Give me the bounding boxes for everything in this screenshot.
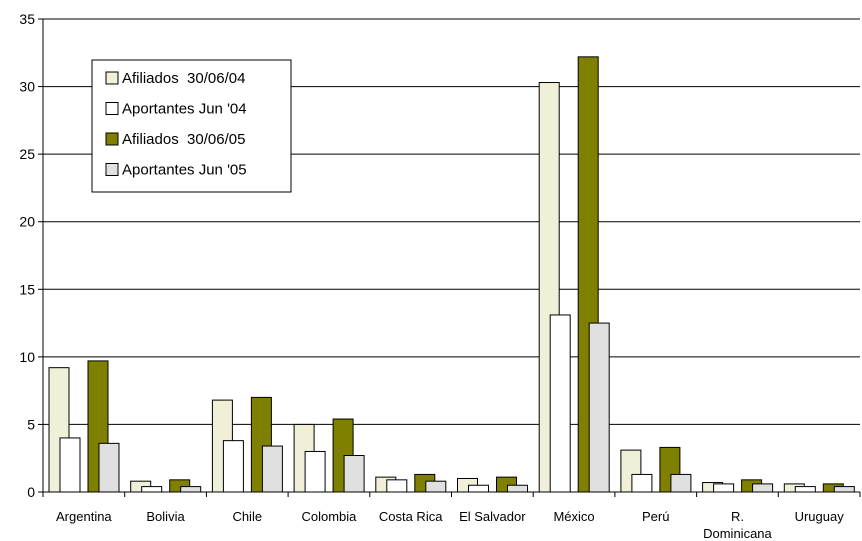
bar — [833, 486, 855, 493]
axes — [42, 19, 861, 497]
bar — [425, 480, 447, 493]
x-tick-label: Bolivia — [146, 509, 185, 524]
legend-swatch — [105, 71, 119, 85]
bar — [794, 486, 816, 493]
y-tick-label: 15 — [19, 281, 35, 297]
bar — [507, 484, 528, 493]
bar — [222, 440, 244, 493]
bar — [304, 450, 326, 493]
legend-swatch — [105, 102, 119, 115]
bar — [98, 442, 120, 493]
bars — [48, 56, 855, 493]
x-tick-label: R. Dominicana — [703, 509, 772, 541]
bar — [549, 314, 571, 493]
bar — [386, 479, 408, 493]
y-tick-label: 0 — [27, 484, 35, 500]
x-tick-label: Costa Rica — [379, 509, 443, 524]
legend-label: Afiliados 30/06/04 — [122, 70, 245, 87]
x-tick-label: Argentina — [56, 509, 112, 524]
bar — [468, 484, 489, 493]
x-tick-label: Uruguay — [795, 509, 845, 524]
legend-label: Afiliados 30/06/05 — [122, 131, 245, 148]
x-tick-label: Colombia — [301, 509, 357, 524]
y-tick-label: 20 — [19, 214, 35, 230]
bar — [752, 483, 774, 493]
legend-swatch — [105, 163, 119, 176]
bar — [261, 445, 283, 493]
legend-label: Aportantes Jun '04 — [122, 101, 247, 118]
legend-box — [91, 59, 292, 193]
bar — [713, 483, 735, 493]
x-tick-label: Chile — [232, 509, 262, 524]
bar — [141, 486, 163, 493]
bar — [631, 473, 653, 493]
x-tick-label: El Salvador — [459, 509, 526, 524]
y-tick-label: 10 — [19, 349, 35, 365]
x-tick-label: Perú — [642, 509, 669, 524]
bar — [588, 322, 610, 493]
x-tick-label: México — [553, 509, 594, 524]
legend: Afiliados 30/06/04 Aportantes Jun '04 Afil… — [91, 59, 292, 193]
y-tick-label: 35 — [19, 11, 35, 27]
legend-label: Aportantes Jun '05 — [122, 162, 247, 179]
bar — [343, 455, 365, 493]
bar — [59, 437, 81, 493]
y-tick-label: 5 — [27, 416, 35, 432]
y-tick-label: 30 — [19, 79, 35, 95]
bar — [670, 473, 692, 493]
bar — [180, 486, 202, 493]
y-tick-label: 25 — [19, 146, 35, 162]
legend-swatch — [105, 132, 119, 146]
y-axis-ticks: 0 5 10 15 20 25 30 35 — [19, 11, 43, 500]
x-axis-labels: Argentina Bolivia Chile Colombia Costa Rica E… — [56, 509, 844, 541]
